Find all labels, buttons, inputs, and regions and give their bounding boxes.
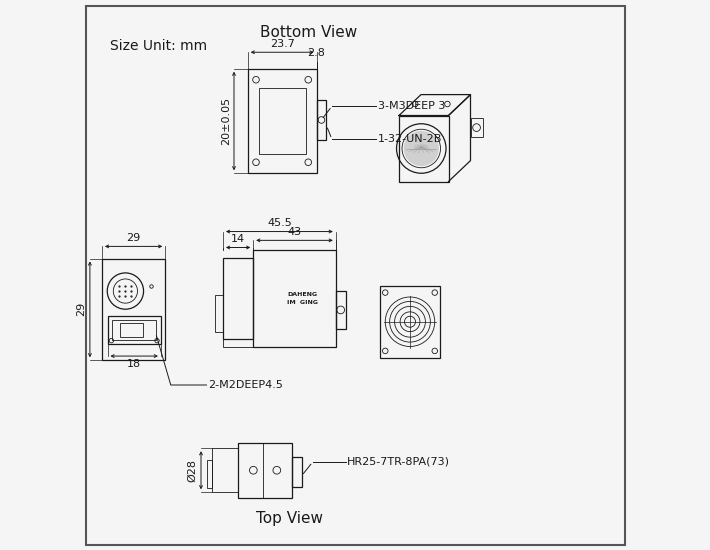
Text: 2.8: 2.8 xyxy=(307,48,325,58)
Bar xyxy=(223,258,253,339)
Bar xyxy=(471,118,483,138)
Circle shape xyxy=(404,131,439,166)
Text: 14: 14 xyxy=(231,234,245,244)
Text: 23.7: 23.7 xyxy=(270,39,295,49)
Text: 43: 43 xyxy=(288,227,302,237)
Bar xyxy=(248,69,317,173)
Bar xyxy=(253,250,336,346)
Text: 29: 29 xyxy=(126,233,141,243)
Text: 3-M3DEEP 3: 3-M3DEEP 3 xyxy=(378,101,445,111)
Text: Ø28: Ø28 xyxy=(187,459,197,482)
Text: 45.5: 45.5 xyxy=(267,218,292,228)
Bar xyxy=(207,460,212,488)
Bar xyxy=(239,443,292,498)
Text: 29: 29 xyxy=(77,302,87,316)
Bar xyxy=(399,116,449,182)
Text: DAHENG
IM  GING: DAHENG IM GING xyxy=(288,292,318,305)
Text: 18: 18 xyxy=(127,359,141,370)
Text: Top View: Top View xyxy=(256,512,322,526)
Text: 2-M2DEEP4.5: 2-M2DEEP4.5 xyxy=(208,380,283,390)
Bar xyxy=(107,316,161,344)
Bar xyxy=(317,100,327,140)
Text: HR25-7TR-8PA(73): HR25-7TR-8PA(73) xyxy=(347,457,450,467)
Bar xyxy=(292,456,302,487)
Bar xyxy=(336,290,346,329)
Bar xyxy=(112,320,156,340)
Text: 1-32-UN-2B: 1-32-UN-2B xyxy=(378,134,442,144)
Bar xyxy=(120,323,143,337)
Bar xyxy=(214,295,223,332)
Bar xyxy=(102,258,165,360)
Bar xyxy=(258,88,305,154)
Bar xyxy=(212,448,239,492)
Text: Size Unit: mm: Size Unit: mm xyxy=(110,39,207,52)
Text: 20±0.05: 20±0.05 xyxy=(221,97,231,145)
Bar xyxy=(380,286,440,358)
Bar xyxy=(223,339,253,346)
Text: Bottom View: Bottom View xyxy=(260,25,357,40)
